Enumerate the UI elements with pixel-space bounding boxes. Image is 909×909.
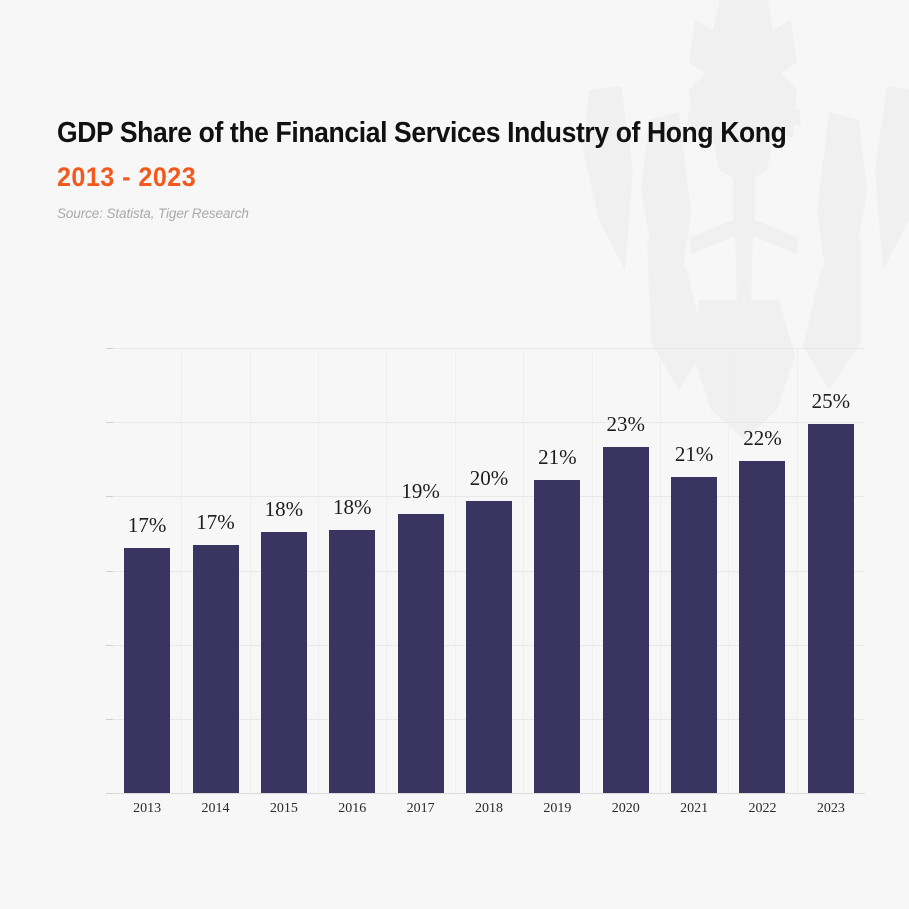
x-axis-tick-label-2017: 2017 (406, 801, 435, 816)
bar-2019[interactable] (534, 480, 581, 793)
x-gridline (796, 348, 798, 793)
bar-group-2014[interactable]: 17% 2014 (192, 348, 239, 816)
bar-value-label-2022: 22% (743, 425, 782, 450)
x-axis-tick-label-2015: 2015 (269, 801, 298, 816)
x-gridline (728, 348, 730, 793)
x-gridline (523, 348, 525, 793)
bar-value-label-2014: 17% (196, 510, 235, 535)
bar-group-2023[interactable]: 25% 2023 (807, 348, 854, 816)
y-axis-tick-mark (106, 570, 113, 572)
x-axis-tick-label-2018: 2018 (475, 801, 503, 816)
y-axis-tick-mark (106, 793, 113, 794)
bar-2013[interactable] (124, 548, 171, 793)
bar-2018[interactable] (466, 500, 512, 793)
bar-group-2016[interactable]: 18% 2016 (329, 348, 376, 816)
y-axis-tick-mark (106, 422, 113, 424)
x-axis-tick-label-2023: 2023 (816, 801, 845, 816)
bar-group-2017[interactable]: 19% 2017 (397, 348, 444, 816)
bar-2020[interactable] (602, 447, 649, 793)
y-axis-tick-mark (106, 496, 113, 498)
x-gridline (591, 348, 593, 793)
bar-group-2018[interactable]: 20% 2018 (466, 348, 512, 816)
y-gridline (113, 496, 865, 498)
y-gridline (113, 348, 865, 349)
x-axis-tick-label-2016: 2016 (338, 801, 367, 816)
x-axis-tick-label-2013: 2013 (133, 801, 162, 816)
bar-group-2019[interactable]: 21% 2019 (534, 348, 581, 816)
chart-subtitle-year-range: 2013 - 2023 (57, 161, 197, 192)
x-gridline (181, 348, 183, 793)
bar-value-label-2019: 21% (538, 445, 577, 470)
bar-group-2021[interactable]: 21% 2021 (671, 348, 718, 816)
x-axis-tick-label-2020: 2020 (611, 801, 640, 816)
x-gridline (249, 348, 251, 793)
x-axis-tick-label-2014: 2014 (201, 801, 230, 816)
x-axis-tick-label-2022: 2022 (748, 801, 777, 816)
bar-value-label-2021: 21% (674, 442, 714, 467)
bar-2022[interactable] (739, 460, 786, 793)
bar-group-2013[interactable]: 17% 2013 (124, 348, 171, 816)
bar-value-label-2023: 25% (811, 388, 851, 413)
bar-value-label-2016: 18% (333, 495, 372, 520)
x-gridline (659, 348, 661, 793)
bar-2021[interactable] (671, 477, 718, 793)
y-gridline (113, 422, 865, 424)
bar-2017[interactable] (397, 514, 444, 793)
x-axis-baseline (107, 792, 865, 794)
bar-2023[interactable] (807, 423, 854, 793)
bar-value-label-2015: 18% (264, 496, 304, 521)
x-gridline (386, 348, 388, 793)
y-axis-tick-mark (106, 718, 113, 720)
bar-group-2022[interactable]: 22% 2022 (739, 348, 786, 816)
bar-2015[interactable] (260, 531, 307, 793)
bar-value-label-2013: 17% (127, 513, 167, 538)
chart-header: GDP Share of the Financial Services Indu… (57, 117, 857, 221)
x-axis-tick-label-2019: 2019 (543, 801, 572, 816)
y-axis-tick-mark (106, 348, 113, 349)
bar-chart-plot-area: 0%5%10%15%20%25%30%17%201317%201418%2015… (106, 348, 865, 816)
bar-value-label-2017: 19% (401, 479, 440, 504)
y-axis-tick-mark (106, 644, 113, 646)
bar-value-label-2020: 23% (606, 412, 645, 437)
x-axis-tick-label-2021: 2021 (680, 801, 709, 816)
bar-2014[interactable] (192, 545, 239, 793)
bar-value-label-2018: 20% (469, 465, 509, 490)
bar-group-2015[interactable]: 18% 2015 (260, 348, 307, 816)
page-title: GDP Share of the Financial Services Indu… (57, 117, 787, 149)
chart-source-note: Source: Statista, Tiger Research (57, 205, 249, 221)
x-gridline (454, 348, 456, 793)
bar-2016[interactable] (329, 530, 376, 793)
x-gridline (318, 348, 320, 793)
bar-group-2020[interactable]: 23% 2020 (602, 348, 649, 816)
